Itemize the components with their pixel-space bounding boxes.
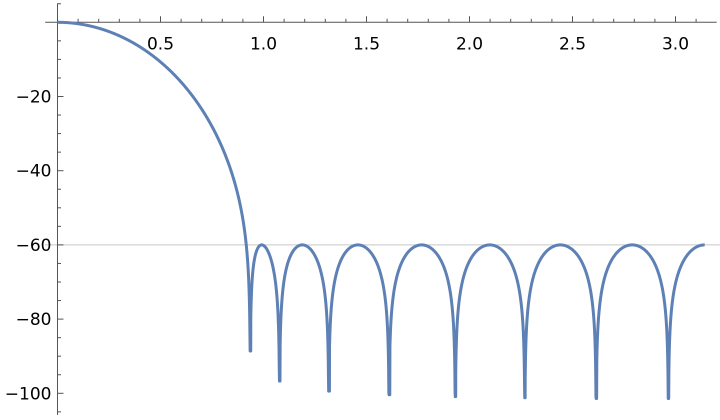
- tick-labels: 0.5 1.0 1.5 2.0 2.5 3.0 −20 −40 −60 −80 …: [5, 34, 689, 404]
- axes: [45, 3, 717, 415]
- y-tick-label: −60: [16, 236, 52, 256]
- y-tick-label: −20: [16, 88, 52, 108]
- ticks: [57, 3, 697, 413]
- x-tick-label: 2.0: [456, 34, 483, 54]
- y-tick-label: −80: [16, 310, 52, 330]
- y-tick-label: −40: [16, 162, 52, 182]
- x-tick-label: 1.0: [250, 34, 277, 54]
- series-line: [56, 20, 706, 400]
- x-tick-label: 3.0: [662, 34, 689, 54]
- x-tick-label: 2.5: [559, 34, 586, 54]
- x-tick-label: 0.5: [147, 34, 174, 54]
- x-tick-label: 1.5: [353, 34, 380, 54]
- y-tick-label: −100: [5, 384, 52, 404]
